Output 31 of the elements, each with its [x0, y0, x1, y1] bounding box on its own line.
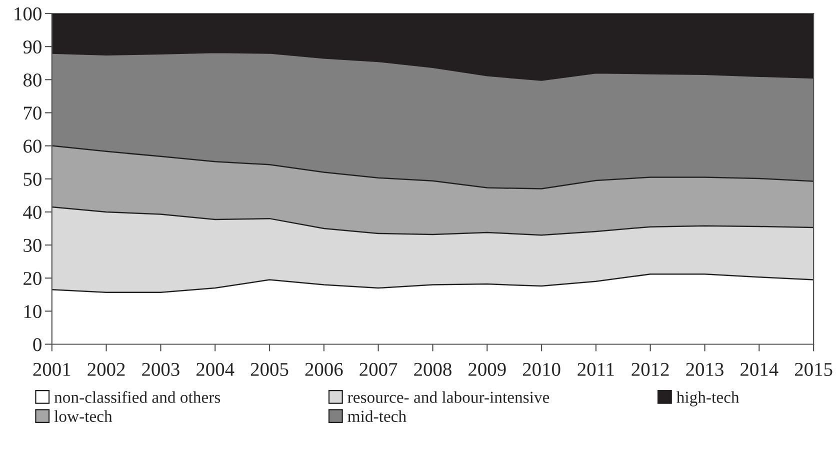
x-tick-label: 2014 — [740, 362, 778, 376]
x-tick-label: 2013 — [686, 362, 724, 376]
y-tick-label: 20 — [24, 272, 42, 286]
y-tick-label: 90 — [23, 40, 42, 54]
x-tick-label: 2015 — [794, 362, 832, 376]
x-tick-label: 2004 — [196, 362, 234, 376]
legend-label: high-tech — [676, 391, 740, 406]
y-tick-label: 30 — [24, 238, 42, 252]
y-tick-label: 80 — [23, 73, 42, 87]
y-tick-label: 70 — [24, 106, 42, 120]
y-tick-label: 60 — [24, 140, 42, 153]
x-tick-label: 2003 — [142, 362, 180, 376]
x-tick-label: 2005 — [250, 362, 288, 376]
x-tick-label: 2009 — [468, 362, 506, 376]
y-tick-label: 10 — [24, 304, 42, 318]
x-tick-label: 2006 — [305, 362, 343, 376]
y-tick-label: 50 — [24, 172, 42, 186]
x-tick-label: 2002 — [88, 362, 125, 376]
x-tick-label: 2012 — [632, 362, 669, 376]
legend-label: low-tech — [54, 410, 112, 422]
x-tick-label: 2010 — [522, 362, 560, 376]
x-tick-label: 2011 — [578, 362, 614, 376]
y-tick-label: 40 — [23, 206, 42, 219]
legend-label: mid-tech — [348, 410, 406, 422]
y-tick-label: 100 — [14, 7, 42, 20]
x-tick-label: 2007 — [360, 362, 398, 376]
legend-label: non-classified and others — [54, 391, 220, 403]
x-tick-label: 2001 — [33, 362, 70, 376]
legend-label: resource- and labour-intensive — [348, 391, 550, 403]
y-tick-label: 0 — [33, 338, 42, 352]
x-tick-label: 2008 — [414, 362, 452, 376]
